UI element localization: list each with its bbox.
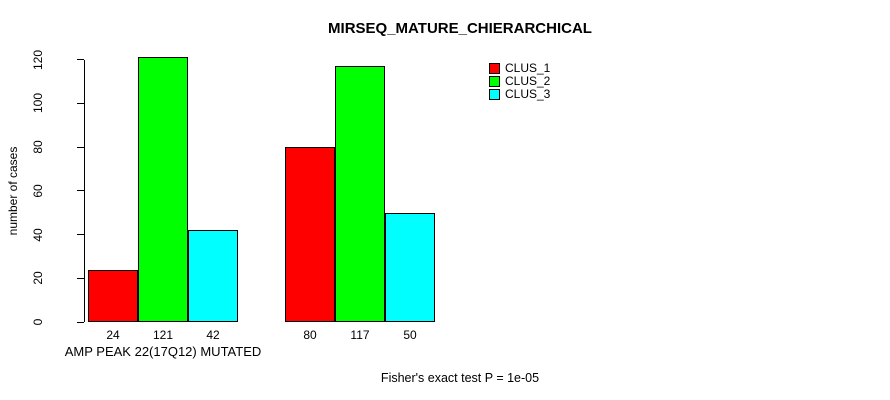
bar-clus_3-group2 xyxy=(385,212,435,322)
y-tick xyxy=(77,321,84,323)
legend-label: CLUS_2 xyxy=(505,74,551,88)
y-tick-label: 100 xyxy=(31,93,45,114)
y-tick xyxy=(77,146,84,148)
y-tick xyxy=(77,59,84,60)
bar-clus_2-group1 xyxy=(138,57,188,322)
y-tick-label: 0 xyxy=(31,318,45,326)
bar-clus_3-group1 xyxy=(188,230,238,322)
y-tick xyxy=(77,190,84,192)
legend-swatch-icon xyxy=(489,89,500,100)
bar-value-label: 121 xyxy=(152,328,174,342)
y-tick xyxy=(77,277,84,279)
y-tick-label: 80 xyxy=(31,140,45,154)
y-tick-label: 60 xyxy=(31,184,45,198)
bar-value-label: 117 xyxy=(350,328,370,342)
legend-swatch-icon xyxy=(489,63,500,74)
bar-value-label: 42 xyxy=(206,328,220,342)
y-tick xyxy=(77,234,84,235)
chart-title: MIRSEQ_MATURE_CHIERARCHICAL xyxy=(328,20,592,37)
legend-item-clus_2: CLUS_2 xyxy=(489,75,550,88)
legend-label: CLUS_3 xyxy=(505,87,551,101)
legend-item-clus_3: CLUS_3 xyxy=(489,88,550,101)
bar-value-label: 80 xyxy=(303,328,317,342)
y-tick-label: 40 xyxy=(31,227,45,242)
y-tick-label: 120 xyxy=(31,49,45,70)
y-axis-line xyxy=(84,59,85,322)
legend: CLUS_1 CLUS_2 CLUS_3 xyxy=(489,62,550,101)
bar-value-label: 50 xyxy=(403,328,417,342)
y-axis-label: number of cases xyxy=(6,146,20,236)
x-group-label: AMP PEAK 22(17Q12) MUTATED xyxy=(64,344,262,359)
bar-clus_1-group1 xyxy=(88,269,138,322)
stat-annotation: Fisher's exact test P = 1e-05 xyxy=(380,371,540,385)
bar-value-label: 24 xyxy=(106,328,120,342)
legend-swatch-icon xyxy=(489,76,500,87)
y-tick xyxy=(77,102,84,104)
bar-clus_2-group2 xyxy=(335,66,385,322)
bar-clus_1-group2 xyxy=(285,147,335,322)
legend-item-clus_1: CLUS_1 xyxy=(489,62,550,75)
y-tick-label: 20 xyxy=(31,271,45,285)
legend-label: CLUS_1 xyxy=(505,61,551,75)
